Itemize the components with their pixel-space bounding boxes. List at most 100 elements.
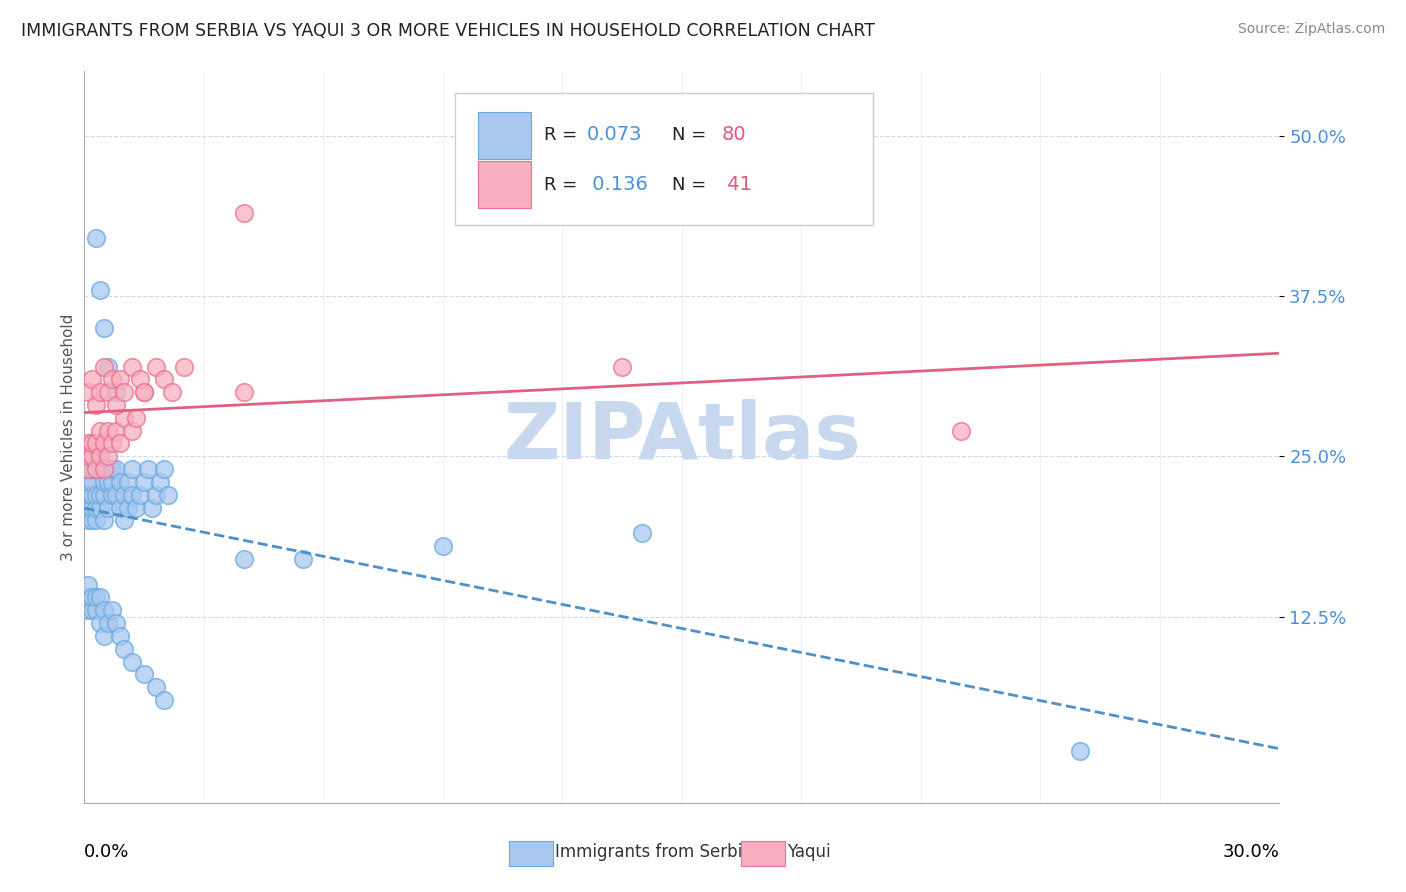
FancyBboxPatch shape — [478, 161, 531, 208]
Point — [86, 488, 108, 502]
Point — [93, 629, 115, 643]
Point — [86, 591, 108, 605]
Point — [132, 385, 156, 400]
Point — [77, 475, 100, 489]
Text: N =: N = — [672, 176, 713, 194]
Point — [77, 500, 100, 515]
Point — [97, 475, 120, 489]
Point — [89, 424, 111, 438]
Text: Source: ZipAtlas.com: Source: ZipAtlas.com — [1237, 22, 1385, 37]
Point — [110, 629, 132, 643]
Point — [110, 436, 132, 450]
Point — [101, 475, 124, 489]
Text: 0.0%: 0.0% — [84, 843, 129, 861]
Point — [82, 500, 104, 515]
Point — [145, 488, 167, 502]
Point — [101, 372, 124, 386]
Point — [86, 436, 108, 450]
Text: R =: R = — [544, 126, 583, 144]
Point — [105, 462, 128, 476]
Point — [149, 475, 172, 489]
Point — [153, 462, 176, 476]
Point — [112, 410, 135, 425]
Text: 41: 41 — [721, 175, 752, 194]
Point — [97, 359, 120, 374]
Point — [77, 488, 100, 502]
Point — [949, 424, 972, 438]
Point — [1069, 744, 1091, 758]
Point — [121, 462, 143, 476]
Text: ZIPAtlas: ZIPAtlas — [503, 399, 860, 475]
Text: R =: R = — [544, 176, 583, 194]
Point — [97, 424, 120, 438]
Point — [125, 410, 148, 425]
Point — [82, 591, 104, 605]
Point — [173, 359, 195, 374]
Point — [89, 450, 111, 464]
Point — [432, 539, 454, 553]
Point — [93, 462, 115, 476]
Point — [82, 450, 104, 464]
Point — [101, 436, 124, 450]
Point — [89, 283, 111, 297]
FancyBboxPatch shape — [456, 94, 873, 225]
Point — [77, 591, 100, 605]
Point — [105, 488, 128, 502]
Point — [89, 488, 111, 502]
Point — [112, 641, 135, 656]
Point — [86, 450, 108, 464]
Text: N =: N = — [672, 126, 713, 144]
Point — [112, 488, 135, 502]
Point — [86, 462, 108, 476]
Point — [82, 436, 104, 450]
Point — [82, 462, 104, 476]
Point — [77, 577, 100, 591]
Point — [121, 424, 143, 438]
Text: 0.073: 0.073 — [586, 126, 641, 145]
Y-axis label: 3 or more Vehicles in Household: 3 or more Vehicles in Household — [60, 313, 76, 561]
Point — [93, 359, 115, 374]
Point — [77, 462, 100, 476]
Point — [101, 462, 124, 476]
Point — [97, 450, 120, 464]
Point — [141, 500, 163, 515]
Point — [101, 603, 124, 617]
Point — [129, 488, 152, 502]
Point — [89, 385, 111, 400]
Text: Yaqui: Yaqui — [787, 843, 831, 861]
Point — [110, 500, 132, 515]
Text: 30.0%: 30.0% — [1223, 843, 1279, 861]
Point — [77, 436, 100, 450]
Point — [117, 475, 139, 489]
Point — [77, 462, 100, 476]
Point — [82, 603, 104, 617]
Point — [86, 514, 108, 528]
Point — [145, 681, 167, 695]
Point — [93, 436, 115, 450]
Point — [93, 321, 115, 335]
Point — [117, 500, 139, 515]
Point — [86, 603, 108, 617]
Point — [132, 667, 156, 681]
Point — [89, 616, 111, 631]
Point — [93, 462, 115, 476]
Point — [112, 514, 135, 528]
Point — [89, 462, 111, 476]
Point — [86, 500, 108, 515]
Text: 0.136: 0.136 — [586, 175, 648, 194]
Point — [129, 372, 152, 386]
Point — [105, 398, 128, 412]
Point — [105, 424, 128, 438]
Point — [110, 372, 132, 386]
Point — [112, 385, 135, 400]
Point — [93, 603, 115, 617]
Point — [97, 500, 120, 515]
Point — [89, 500, 111, 515]
Point — [292, 552, 315, 566]
Point — [77, 603, 100, 617]
Point — [157, 488, 180, 502]
Point — [153, 372, 176, 386]
Point — [82, 475, 104, 489]
Point — [132, 475, 156, 489]
Point — [121, 488, 143, 502]
